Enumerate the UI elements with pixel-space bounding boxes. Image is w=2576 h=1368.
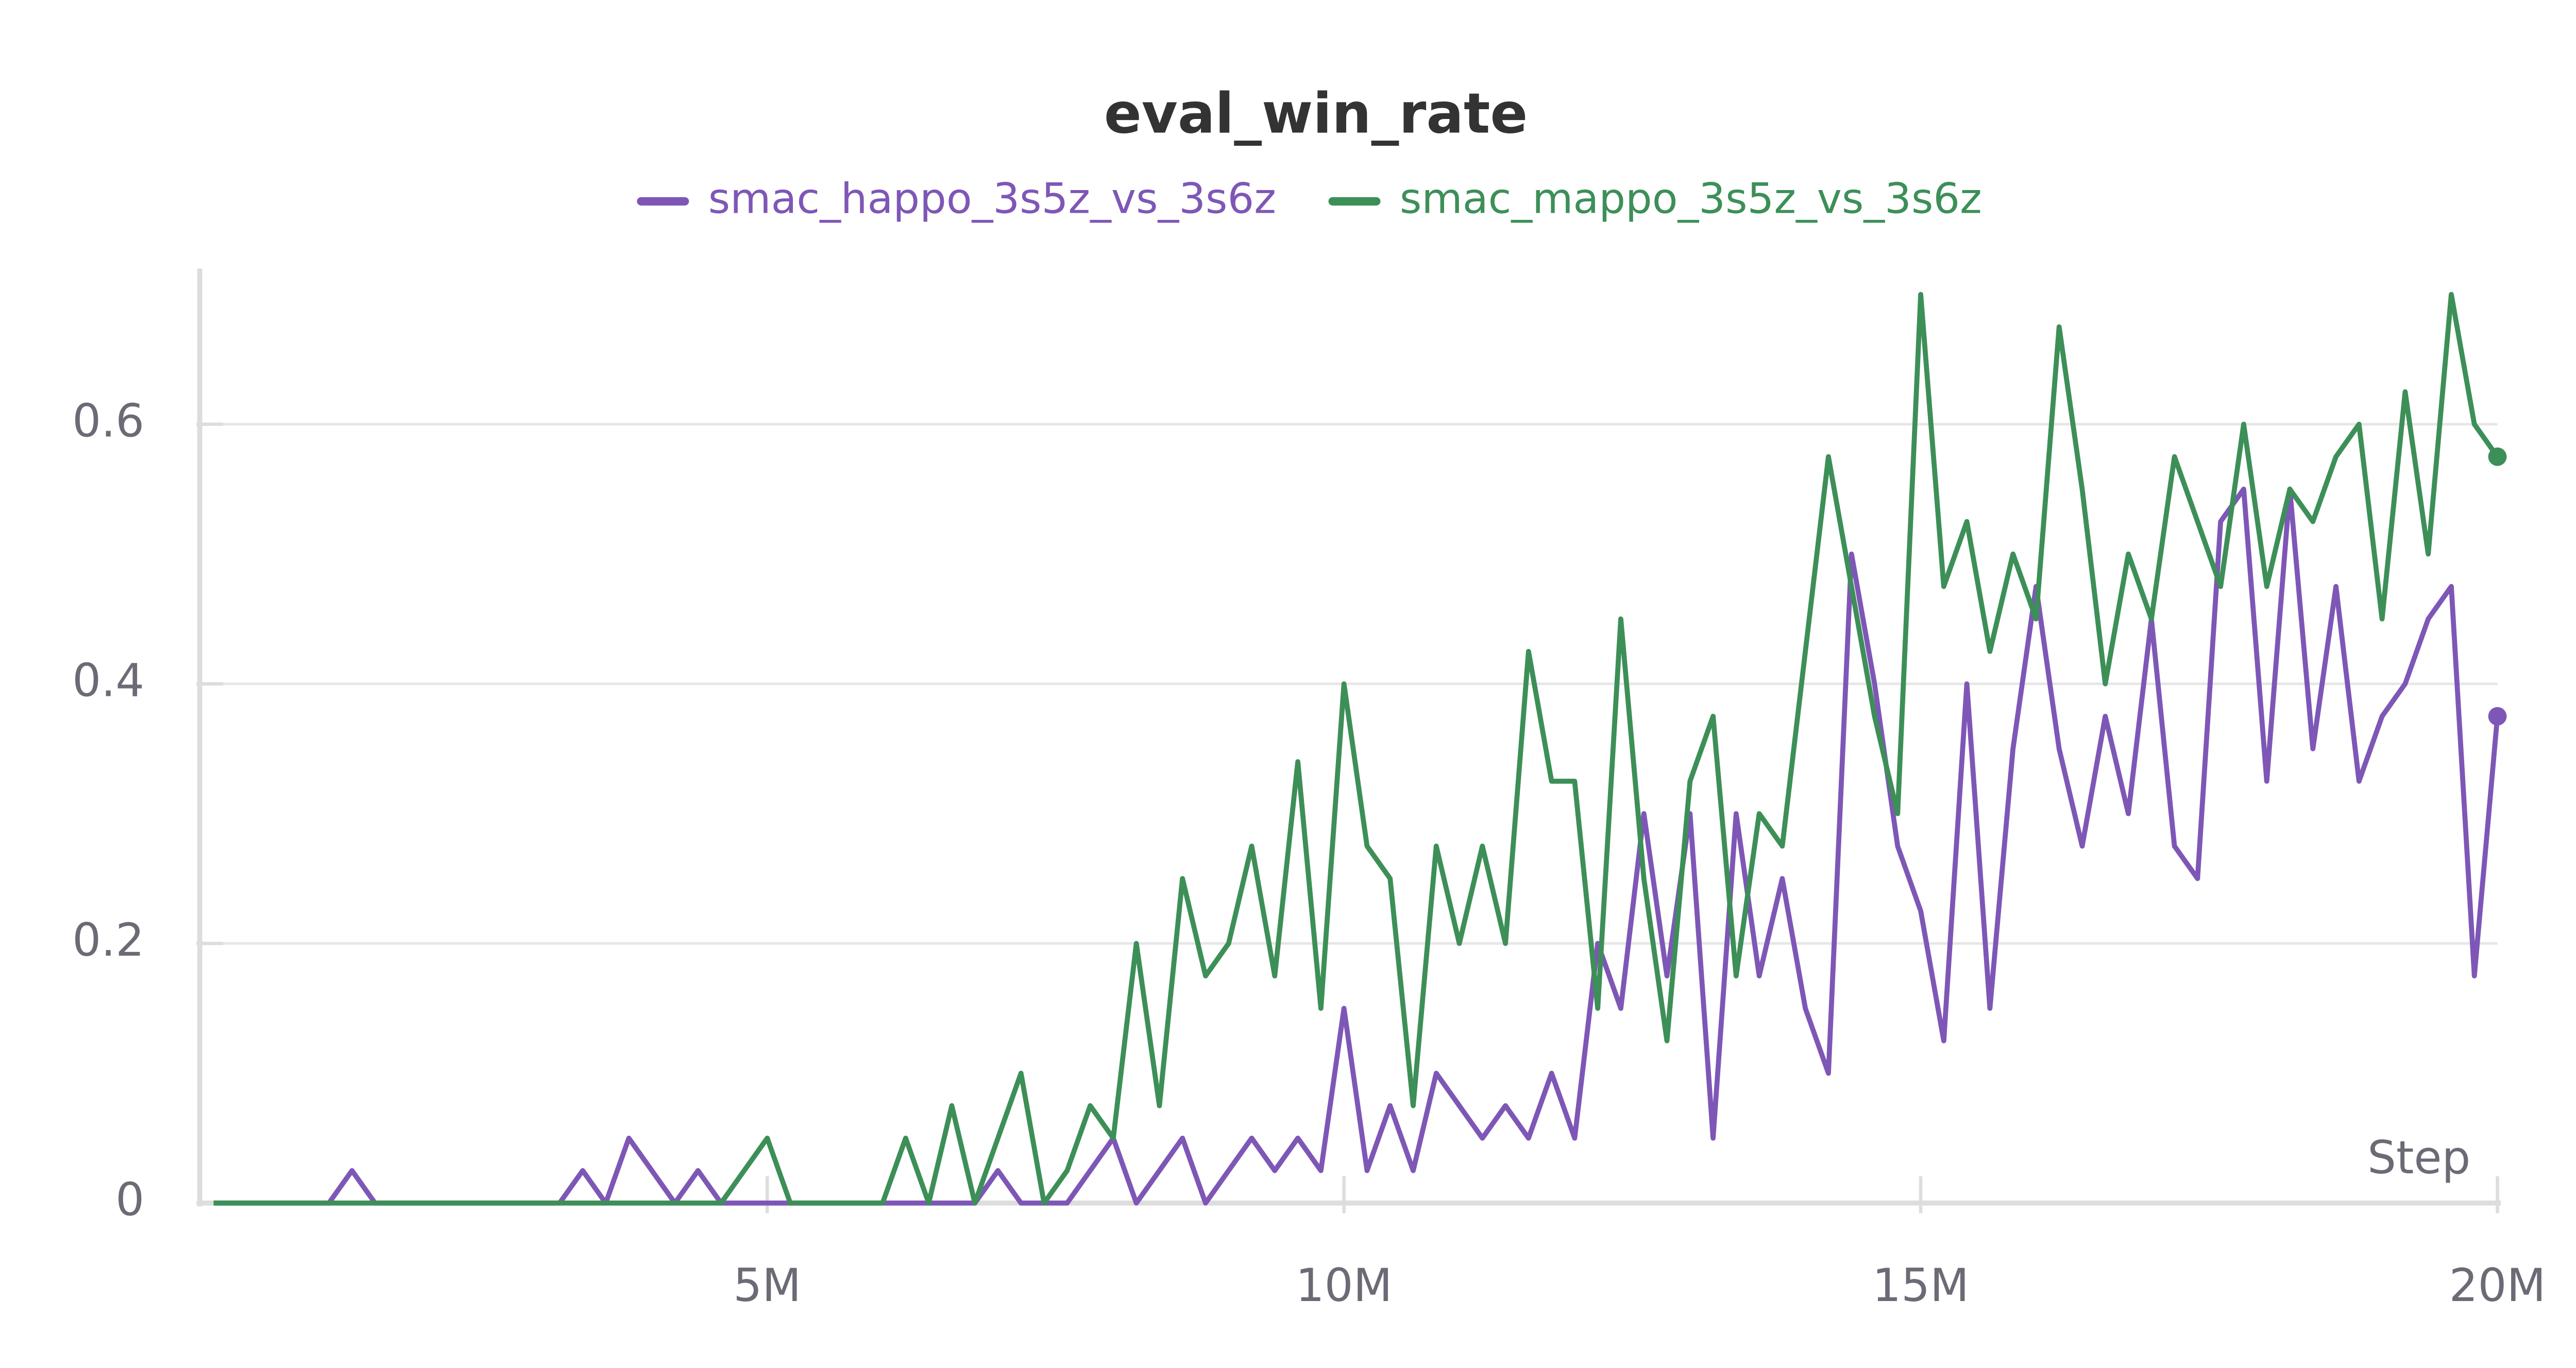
x-tick-label: 20M: [2449, 1259, 2546, 1312]
y-tick-label: 0.6: [72, 395, 144, 448]
y-tick-label: 0: [115, 1173, 144, 1226]
x-tick-label: 5M: [733, 1259, 801, 1312]
x-axis-label: Step: [2367, 1131, 2470, 1184]
series-line: [213, 486, 2500, 1206]
x-tick-label: 10M: [1296, 1259, 1393, 1312]
series-line: [213, 292, 2500, 1206]
legend-label: smac_happo_3s5z_vs_3s6z: [708, 174, 1276, 223]
legend-label: smac_mappo_3s5z_vs_3s6z: [1400, 174, 1982, 223]
end-point: [2488, 447, 2507, 466]
x-tick-label: 15M: [1872, 1259, 1969, 1312]
end-point: [2488, 707, 2507, 726]
y-tick-label: 0.2: [72, 914, 144, 967]
y-tick-label: 0.4: [72, 654, 144, 707]
chart-title: eval_win_rate: [1104, 81, 1528, 146]
